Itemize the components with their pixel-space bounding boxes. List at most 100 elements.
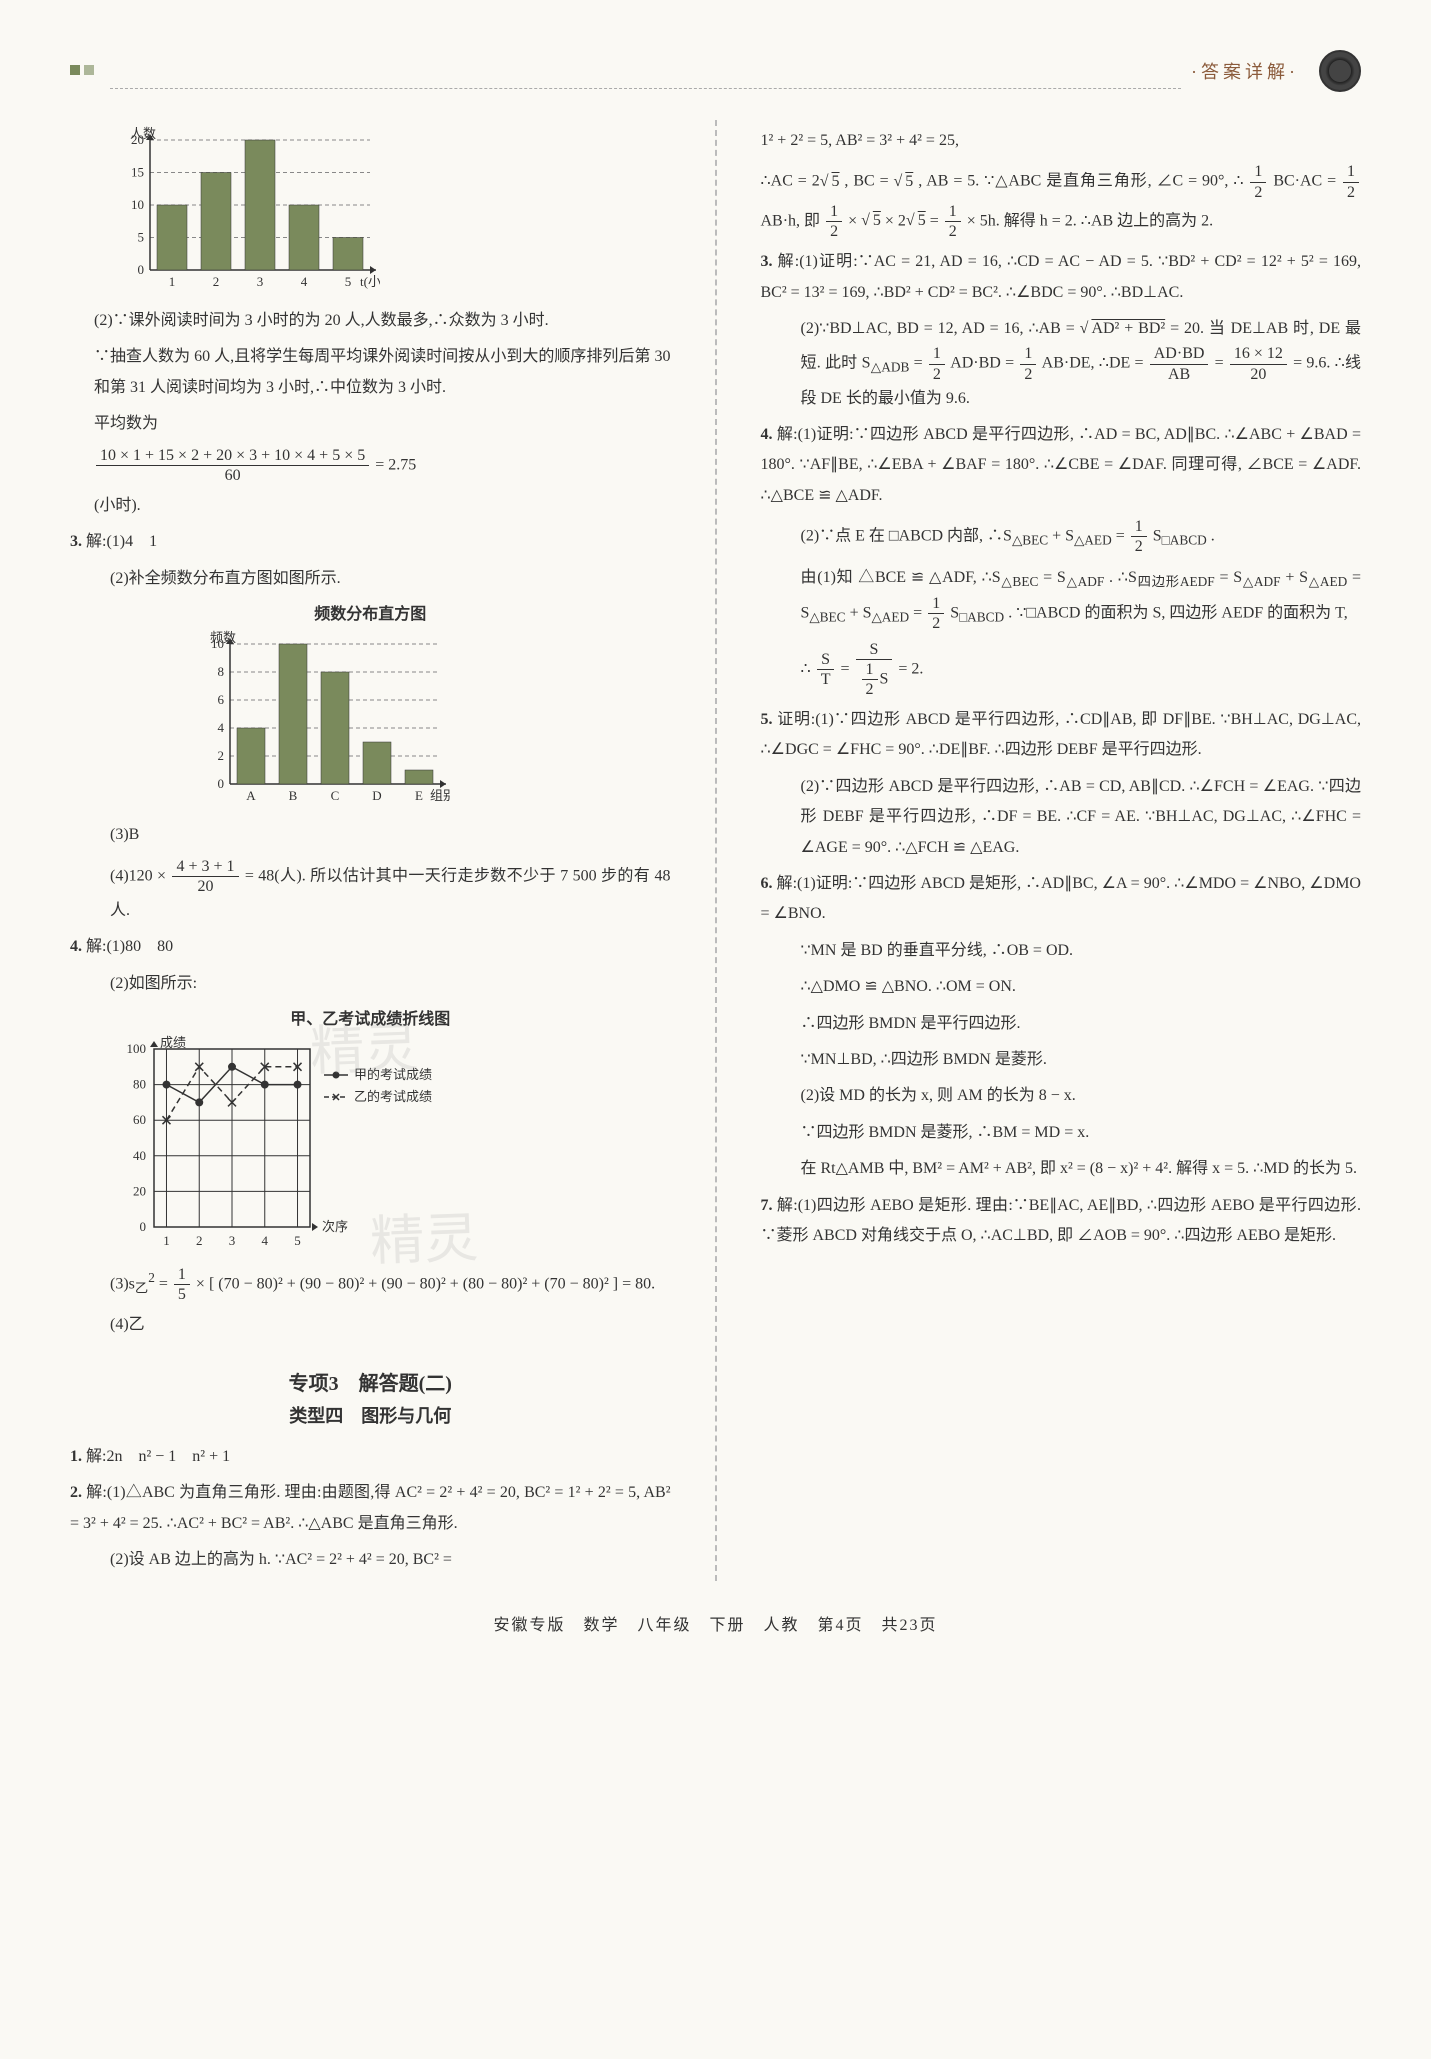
text: × [848, 212, 861, 229]
fraction: 12 [928, 594, 944, 633]
chart-freq-histogram: 246810ABCDE频数组别0 [190, 630, 671, 810]
sqrt-val: 5 [829, 173, 840, 190]
column-divider [715, 120, 717, 1581]
ribbon-label: ·答案详解· [1181, 52, 1309, 90]
sub: △AED [872, 610, 910, 625]
text: ∵四边形 BMDN 是菱形, ∴BM = MD = x. [761, 1118, 1362, 1148]
text: 解:(1)4 1 [86, 533, 157, 550]
text: × 2 [885, 212, 906, 229]
text: S [950, 604, 959, 621]
text: ∴ [801, 660, 811, 677]
sub: □ABCD [959, 610, 1004, 625]
section-title: 专项3 解答题(二) [70, 1367, 671, 1396]
sub: 四边形AEDF [1137, 574, 1215, 589]
q-number: 4. [761, 426, 773, 443]
svg-text:1: 1 [163, 1233, 170, 1248]
inner-denom: 12S [856, 660, 893, 699]
svg-text:0: 0 [138, 262, 145, 277]
q-number: 6. [761, 875, 773, 892]
r-q4: 4. 解:(1)证明:∵四边形 ABCD 是平行四边形, ∴AD = BC, A… [761, 420, 1362, 511]
text: 解:(1)80 80 [86, 938, 173, 955]
decor-dots-icon [70, 65, 94, 75]
text: , BC = [844, 173, 893, 190]
r-q4-2a: (2)∵点 E 在 □ABCD 内部, ∴S△BEC + S△AED = 12 … [761, 517, 1362, 556]
svg-text:10: 10 [131, 197, 144, 212]
page-header: ·答案详解· [70, 50, 1361, 110]
text: (3)s [110, 1275, 135, 1292]
svg-text:4: 4 [218, 720, 225, 735]
q3-4: (4)120 × 4 + 3 + 1 20 = 48(人). 所以估计其中一天行… [70, 857, 671, 927]
svg-text:成绩: 成绩 [160, 1035, 186, 1050]
text: = 2.75 [375, 456, 416, 473]
fraction: 12 [1250, 162, 1266, 201]
text: + S [850, 604, 872, 621]
left-column: 510152012345人数t(小时)0 (2)∵课外阅读时间为 3 小时的为 … [70, 120, 671, 1581]
text: 解:(1)证明:∵四边形 ABCD 是矩形, ∴AD∥BC, ∠A = 90°.… [761, 875, 1362, 922]
bar-chart-1: 510152012345人数t(小时)0 [110, 126, 380, 296]
text: ∴AC = 2 [761, 173, 820, 190]
fraction: ST [817, 650, 835, 689]
text: ∴△DMO ≌ △BNO. ∴OM = ON. [761, 972, 1362, 1002]
text: , AB = 5. ∵△ABC 是直角三角形, ∠C = 90°, ∴ [918, 173, 1243, 190]
text: (2)设 AB 边上的高为 h. ∵AC² = 2² + 4² = 20, BC… [70, 1545, 671, 1575]
svg-text:0: 0 [218, 776, 225, 791]
gear-icon [1319, 50, 1361, 92]
text: AB·h, 即 [761, 212, 825, 229]
text: = [159, 1275, 172, 1292]
svg-text:乙的考试成绩: 乙的考试成绩 [354, 1089, 432, 1104]
text: + S [1285, 569, 1308, 586]
text: (2)∵BD⊥AC, BD = 12, AD = 16, ∴AB = [801, 320, 1080, 337]
text: (2)∵四边形 ABCD 是平行四边形, ∴AB = CD, AB∥CD. ∴∠… [761, 772, 1362, 863]
text: 由(1)知 △BCE ≌ △ADF, ∴S [801, 569, 1001, 586]
right-column: 1² + 2² = 5, AB² = 3² + 4² = 25, ∴AC = 2… [761, 120, 1362, 1581]
complex-fraction: S 12S [856, 640, 893, 700]
svg-text:40: 40 [133, 1148, 146, 1163]
text: 证明:(1)∵四边形 ABCD 是平行四边形, ∴CD∥AB, 即 DF∥BE.… [761, 711, 1362, 758]
svg-text:B: B [289, 788, 298, 803]
sqrt-val: 5 [902, 173, 913, 190]
text: = S [1043, 569, 1066, 586]
chart-reading-hours: 510152012345人数t(小时)0 [110, 126, 671, 296]
fraction: 16 × 1220 [1230, 344, 1287, 383]
sqrt-icon [861, 212, 870, 229]
page-footer: 安徽专版 数学 八年级 下册 人教 第4页 共23页 [70, 1611, 1361, 1635]
text: (2)∵课外阅读时间为 3 小时的为 20 人,人数最多,∴众数为 3 小时. [70, 306, 671, 336]
text: = [1215, 355, 1228, 372]
sub: △ADF [1242, 574, 1280, 589]
b-question-1: 1. 解:2n n² − 1 n² + 1 [70, 1442, 671, 1472]
r-q5: 5. 证明:(1)∵四边形 ABCD 是平行四边形, ∴CD∥AB, 即 DF∥… [761, 705, 1362, 766]
svg-text:组别: 组别 [430, 788, 450, 803]
fraction: 12 [1020, 344, 1036, 383]
svg-text:6: 6 [218, 692, 225, 707]
text: . ∴S [1109, 569, 1137, 586]
svg-text:100: 100 [127, 1041, 147, 1056]
svg-text:20: 20 [133, 1183, 146, 1198]
sqrt-icon [820, 173, 829, 190]
r-top2: ∴AC = 2 5 , BC = 5 , AB = 5. ∵△ABC 是直角三角形… [761, 162, 1362, 241]
text: ∵MN 是 BD 的垂直平分线, ∴OB = OD. [761, 936, 1362, 966]
svg-text:甲的考试成绩: 甲的考试成绩 [354, 1067, 432, 1082]
svg-text:t(小时): t(小时) [360, 274, 380, 289]
text: = [840, 660, 853, 677]
text: AD·BD = [950, 355, 1018, 372]
svg-text:人数: 人数 [130, 126, 156, 141]
fraction: 12 [1131, 517, 1147, 556]
svg-text:60: 60 [133, 1112, 146, 1127]
svg-text:5: 5 [294, 1233, 301, 1248]
sqrt-val: AD² + BD² [1088, 320, 1165, 337]
svg-text:5: 5 [345, 274, 352, 289]
sub: △ADB [871, 360, 910, 375]
svg-text:2: 2 [196, 1233, 203, 1248]
svg-text:2: 2 [218, 748, 225, 763]
sub: △AED [1074, 533, 1112, 548]
q-number: 3. [761, 253, 773, 270]
svg-text:5: 5 [138, 230, 145, 245]
svg-text:2: 2 [213, 274, 220, 289]
r-q4-2b: 由(1)知 △BCE ≌ △ADF, ∴S△BEC = S△ADF . ∴S四边… [761, 563, 1362, 634]
text: × 5h. 解得 h = 2. ∴AB 边上的高为 2. [967, 212, 1213, 229]
svg-text:A: A [246, 788, 256, 803]
svg-text:80: 80 [133, 1077, 146, 1092]
two-column-layout: 510152012345人数t(小时)0 (2)∵课外阅读时间为 3 小时的为 … [70, 120, 1361, 1581]
text: 解:(1)四边形 AEBO 是矩形. 理由:∵BE∥AC, AE∥BD, ∴四边… [761, 1197, 1362, 1244]
sqrt-icon [894, 173, 903, 190]
